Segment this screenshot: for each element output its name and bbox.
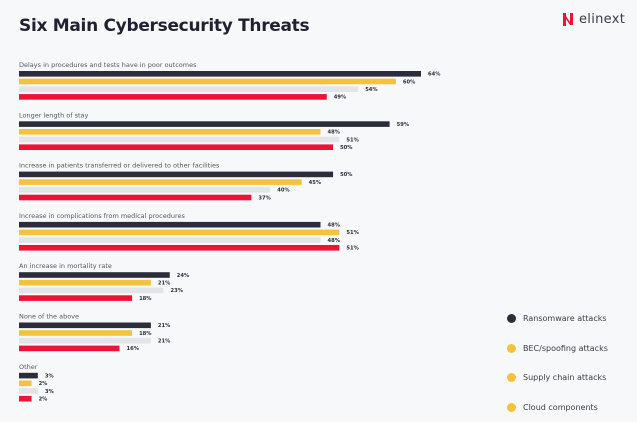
legend-dot <box>507 402 516 412</box>
data-label: 51% <box>346 230 359 236</box>
brand-name: elinext <box>579 11 626 27</box>
data-label: 60% <box>403 79 416 85</box>
data-label: 18% <box>139 296 152 302</box>
bar <box>19 272 170 278</box>
legend-label: Cloud components <box>523 402 598 412</box>
data-label: 24% <box>177 273 190 279</box>
bar <box>19 179 302 185</box>
data-label: 49% <box>334 95 347 101</box>
bar <box>19 380 32 387</box>
bar <box>19 187 271 193</box>
bar <box>19 295 133 301</box>
data-label: 48% <box>328 130 341 136</box>
bar <box>19 78 396 85</box>
bar <box>19 345 120 352</box>
elinext-logo-icon <box>563 13 573 26</box>
legend-label: Ransomware attacks <box>523 314 607 324</box>
bar <box>19 279 151 286</box>
category-label: Increase in patients transferred or deli… <box>19 162 220 170</box>
data-label: 51% <box>346 137 359 143</box>
category-label: An increase in mortality rate <box>19 262 112 270</box>
data-label: 18% <box>139 331 152 337</box>
legend-item-cloud: Cloud components <box>507 393 608 422</box>
bar <box>19 395 32 402</box>
legend-item-bec: BEC/spoofing attacks <box>507 334 608 364</box>
bar <box>19 372 38 379</box>
bar <box>19 330 133 336</box>
bar <box>19 322 151 329</box>
data-label: 40% <box>277 188 290 194</box>
data-label: 3% <box>45 373 55 379</box>
bar <box>19 136 340 143</box>
brand-logo: elinext <box>562 11 625 27</box>
data-label: 2% <box>39 381 49 387</box>
bar <box>19 245 340 251</box>
data-label: 48% <box>328 238 341 244</box>
data-label: 50% <box>340 172 353 178</box>
data-label: 51% <box>346 246 359 252</box>
data-label: 2% <box>39 397 49 403</box>
category-label: Other <box>19 363 38 371</box>
bar <box>19 129 321 135</box>
legend-item-supply-chain: Supply chain attacks <box>507 363 608 393</box>
legend-dot <box>507 314 516 324</box>
bar <box>19 337 151 344</box>
category-label: None of the above <box>19 313 79 321</box>
legend-dot <box>507 373 516 383</box>
category-label: Increase in complications from medical p… <box>19 212 186 220</box>
data-label: 64% <box>428 72 441 78</box>
data-label: 21% <box>158 281 171 287</box>
legend: Ransomware attacks BEC/spoofing attacks … <box>507 304 608 422</box>
bar <box>19 171 334 178</box>
data-label: 59% <box>397 122 410 128</box>
data-label: 54% <box>365 87 378 93</box>
bar <box>19 221 321 228</box>
data-label: 48% <box>328 223 341 229</box>
page-title: Six Main Cybersecurity Threats <box>19 16 310 36</box>
bar <box>19 121 390 127</box>
bar <box>19 144 334 150</box>
data-label: 37% <box>258 195 271 201</box>
legend-label: BEC/spoofing attacks <box>523 343 608 353</box>
category-label: Delays in procedures and tests have in p… <box>19 61 197 69</box>
bar <box>19 71 421 77</box>
legend-label: Supply chain attacks <box>523 373 607 383</box>
data-label: 45% <box>309 180 322 186</box>
data-label: 23% <box>170 288 183 294</box>
data-label: 21% <box>158 339 171 345</box>
bar <box>19 194 252 201</box>
category-label: Longer length of stay <box>19 111 89 119</box>
legend-item-ransomware: Ransomware attacks <box>507 304 608 334</box>
bar <box>19 229 340 236</box>
data-label: 50% <box>340 145 353 151</box>
bar <box>19 388 38 394</box>
bar <box>19 237 321 243</box>
data-label: 16% <box>127 346 140 352</box>
data-label: 3% <box>45 389 55 395</box>
bar <box>19 94 327 100</box>
data-label: 21% <box>158 323 171 329</box>
legend-dot <box>507 343 516 353</box>
bar <box>19 287 164 294</box>
bar <box>19 86 359 92</box>
